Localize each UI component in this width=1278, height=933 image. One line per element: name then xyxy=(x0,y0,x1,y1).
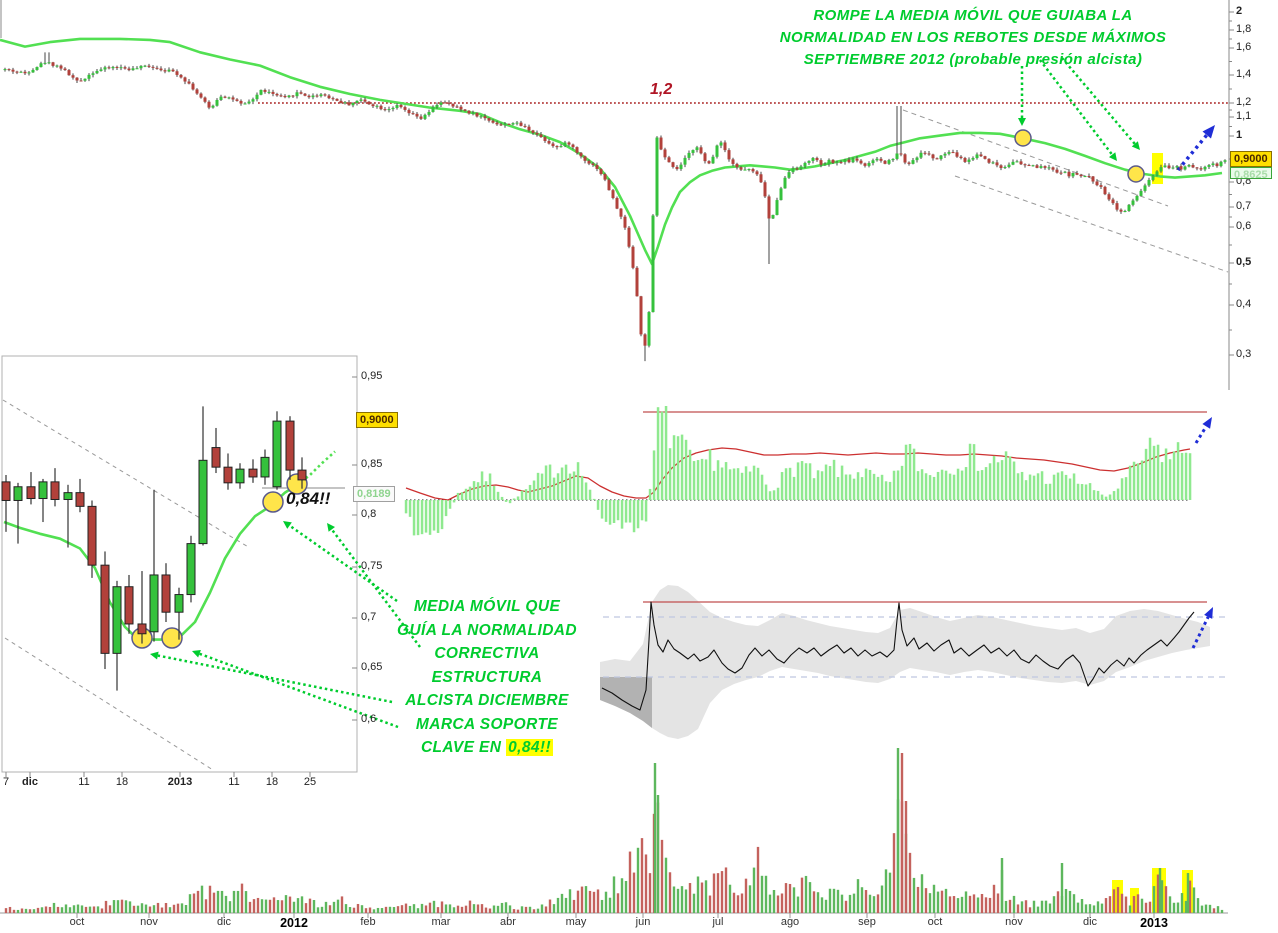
price-tag-0-9000-inset[interactable]: 0,9000 xyxy=(356,412,398,428)
inset-channel-line-1 xyxy=(4,637,214,771)
annotation-arrow-2-head xyxy=(1131,141,1140,150)
ma-touch-marker-1 xyxy=(1127,165,1145,183)
bullish-projection-arrow-shaft xyxy=(1176,133,1209,172)
main-candles xyxy=(3,62,1227,346)
annotation-arrow-1-shaft xyxy=(1039,59,1114,156)
inset-annotation-arrow-3-head xyxy=(192,650,201,658)
volatility-projection-arrow-shaft xyxy=(1191,616,1210,649)
inset-annotation-arrow-1-head xyxy=(327,523,335,532)
breakout-candle-highlight xyxy=(1152,153,1163,184)
price-tag-0-9000-main[interactable]: 0,9000 xyxy=(1230,151,1272,167)
inset-moving-average-line xyxy=(3,483,298,641)
inset-ma-marker-2 xyxy=(262,491,284,513)
volatility-band-oversold-region xyxy=(600,677,652,729)
moving-average-line xyxy=(0,37,1223,266)
oscillator-bars xyxy=(404,405,1192,536)
oscillator-projection-arrow-shaft xyxy=(1194,425,1208,444)
volatility-line xyxy=(601,601,1195,711)
inset-annotation-arrow-2-shaft xyxy=(157,654,393,704)
main-y-axis xyxy=(1228,0,1234,390)
volatility-panel xyxy=(600,585,1228,739)
main-chart-panel xyxy=(0,0,1229,273)
oscillator-projection-arrow-head xyxy=(1202,417,1212,429)
annotation-arrow-0-head xyxy=(1018,118,1026,126)
channel-line-1 xyxy=(954,175,1229,273)
inset-annotation-arrow-3-shaft xyxy=(199,652,399,729)
inset-frame xyxy=(1,355,358,773)
bullish-projection-arrow-head xyxy=(1202,125,1215,139)
annotation-arrow-1-head xyxy=(1108,152,1117,161)
inset-annotation-arrow-2-head xyxy=(150,651,159,660)
inset-ma-marker-1 xyxy=(161,627,183,649)
channel-line-0 xyxy=(902,109,1169,207)
inset-annotation-arrow-0-head xyxy=(283,521,292,529)
inset-chart xyxy=(1,355,421,777)
ma-touch-marker-0 xyxy=(1014,129,1032,147)
volatility-band xyxy=(600,585,1210,739)
annotation-arrow-2-shaft xyxy=(1061,57,1136,145)
inset-candles xyxy=(1,406,307,691)
volatility-projection-arrow-head xyxy=(1204,607,1213,619)
inset-annotation-arrow-1-shaft xyxy=(330,528,421,648)
volume-bars xyxy=(4,748,1224,913)
